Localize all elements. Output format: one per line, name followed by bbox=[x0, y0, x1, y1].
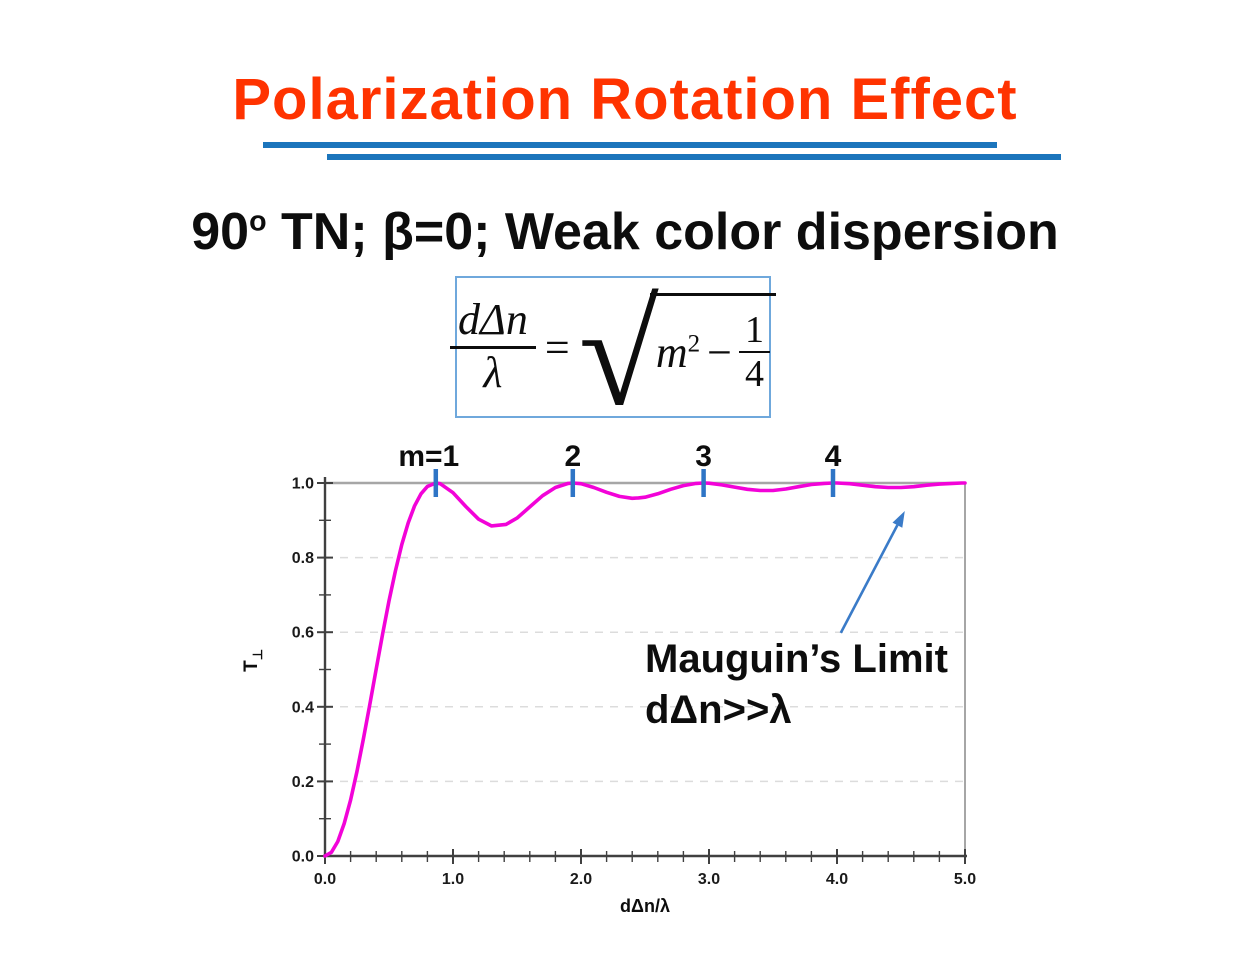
y-tick-label: 1.0 bbox=[292, 476, 314, 493]
annotation-arrow-shaft bbox=[839, 524, 899, 634]
y-tick-label: 0.0 bbox=[292, 849, 314, 866]
square-root-expression: √ m2 − 1 4 bbox=[579, 282, 776, 427]
title-underline-bottom bbox=[327, 154, 1061, 160]
y-axis-title: T⊥ bbox=[241, 649, 266, 672]
radicand-variable: m2 bbox=[656, 327, 700, 378]
mauguin-limit-annotation: Mauguin’s Limit dΔn>>λ bbox=[645, 634, 948, 736]
y-tick-label: 0.8 bbox=[292, 550, 314, 567]
y-axis-title-main: T bbox=[241, 660, 263, 672]
annotation-line-1: Mauguin’s Limit bbox=[645, 637, 948, 681]
minus-sign: − bbox=[707, 327, 732, 377]
m-marker-label: 4 bbox=[825, 440, 842, 473]
slide-subtitle: 90o TN; β=0; Weak color dispersion bbox=[0, 202, 1250, 262]
m-exponent: 2 bbox=[687, 330, 701, 358]
y-tick-label: 0.4 bbox=[292, 699, 314, 716]
x-tick-label: 0.0 bbox=[314, 871, 336, 888]
y-tick-label: 0.6 bbox=[292, 625, 314, 642]
m-marker-label: 2 bbox=[564, 440, 581, 473]
quarter-numerator: 1 bbox=[738, 310, 770, 354]
x-tick-label: 1.0 bbox=[442, 871, 464, 888]
slide-title: Polarization Rotation Effect bbox=[232, 67, 1018, 132]
m-marker-label: 3 bbox=[695, 440, 712, 473]
quarter-fraction: 1 4 bbox=[738, 310, 770, 396]
annotation-line-2: dΔn>>λ bbox=[645, 688, 792, 733]
x-tick-label: 4.0 bbox=[826, 871, 848, 888]
title-underline-top bbox=[263, 142, 997, 148]
subtitle-prefix: 90 bbox=[191, 203, 250, 261]
y-tick-label: 0.2 bbox=[292, 774, 314, 791]
x-tick-label: 2.0 bbox=[570, 871, 592, 888]
x-tick-label: 3.0 bbox=[698, 871, 720, 888]
x-axis-title: dΔn/λ bbox=[620, 896, 670, 916]
equation-denominator: λ bbox=[483, 348, 503, 397]
y-axis-title-sub: ⊥ bbox=[249, 648, 265, 661]
subtitle-degree-superscript: o bbox=[249, 205, 267, 238]
equation-box: dΔn λ = √ m2 − 1 4 bbox=[450, 276, 776, 427]
radicand: m2 − 1 4 bbox=[649, 293, 776, 402]
annotation-arrow-head bbox=[892, 511, 905, 528]
equals-sign: = bbox=[544, 322, 570, 372]
m-variable: m bbox=[655, 327, 688, 377]
x-tick-label: 5.0 bbox=[954, 871, 976, 888]
equation-lhs-fraction: dΔn λ bbox=[450, 297, 536, 397]
radical-sign: √ bbox=[578, 273, 659, 436]
transmission-curve bbox=[323, 481, 967, 858]
quarter-denominator: 4 bbox=[744, 353, 764, 396]
subtitle-rest: TN; β=0; Weak color dispersion bbox=[266, 203, 1059, 261]
equation-numerator: dΔn bbox=[450, 297, 536, 349]
m-marker-label: m=1 bbox=[398, 440, 459, 473]
